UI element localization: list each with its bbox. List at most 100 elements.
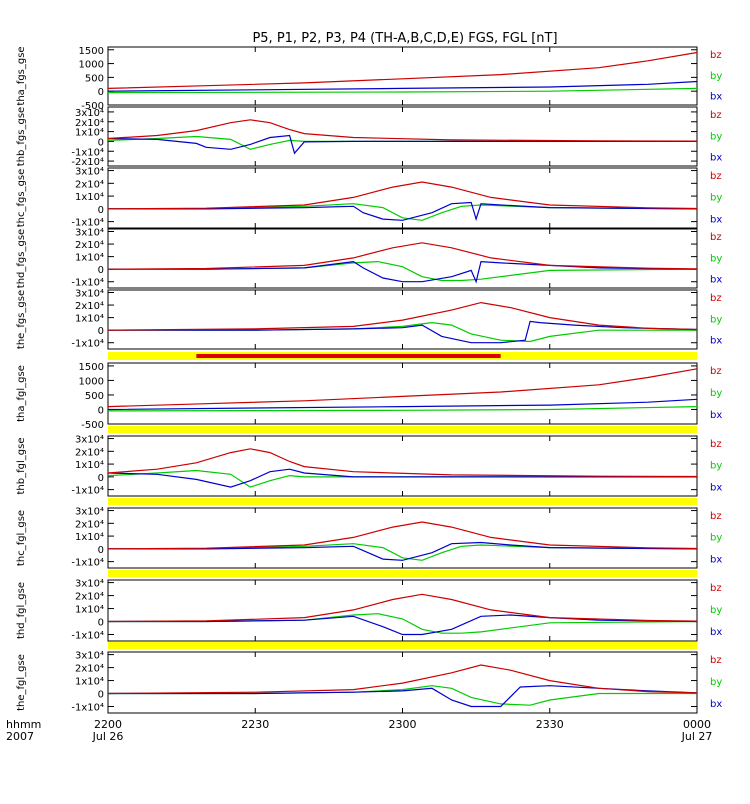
y-tick-label: 1000 (79, 376, 104, 387)
mode-bar-segment (108, 642, 697, 649)
mode-bar-segment (196, 354, 501, 358)
series-bx (108, 201, 698, 222)
x-tick-label: 2330 (536, 718, 564, 731)
legend-bz: bz (710, 171, 722, 182)
series-bz (107, 521, 698, 550)
series-by (108, 613, 698, 634)
y-tick-label: 0 (98, 690, 104, 701)
y-tick-label: 2x10⁴ (75, 301, 104, 312)
panel-frame (107, 228, 698, 289)
x-tick-label: 2200 (94, 718, 122, 731)
y-tick-label: 3x10⁴ (75, 651, 104, 662)
panel-10: -1x10⁴ 0 1x10⁴ 2x10⁴ 3x10⁴ the_fgl_gse bz by bx (16, 651, 722, 714)
series-bz (107, 593, 698, 623)
series-bx (108, 320, 698, 344)
legend-bz: bz (710, 50, 722, 61)
series-bz (107, 448, 698, 478)
legend-bx: bx (710, 153, 722, 164)
panel-frame (107, 362, 698, 425)
panel-frame (107, 507, 698, 569)
series-bz (107, 664, 698, 695)
legend-bz: bz (710, 293, 722, 304)
y-tick-label: 1x10⁴ (75, 460, 104, 471)
series-by (108, 260, 698, 282)
panel-ylabel: the_fgl_gse (16, 654, 27, 711)
y-tick-label: 0 (98, 87, 104, 98)
y-tick-label: -1x10⁴ (71, 278, 104, 289)
y-tick-label: 1500 (79, 46, 104, 57)
panel-ylabel: thb_fgl_gse (16, 438, 27, 495)
legend-bx: bx (710, 554, 722, 565)
y-tick-label: 0 (98, 473, 104, 484)
y-tick-label: 2x10⁴ (75, 240, 104, 251)
chart-title: P5, P1, P2, P3, P4 (TH-A,B,C,D,E) FGS, F… (252, 31, 557, 46)
series-bx (108, 260, 698, 284)
y-tick-label: 1500 (79, 362, 104, 373)
legend-bx: bx (710, 92, 722, 103)
panel-ylabel: thc_fgs_gse (16, 169, 27, 228)
series-bx (107, 80, 698, 92)
x-tick-sublabel: Jul 26 (92, 730, 124, 743)
y-tick-label: 500 (85, 391, 104, 402)
series-bx (108, 541, 698, 561)
series-by (107, 406, 698, 412)
legend-bz: bz (710, 583, 722, 594)
y-tick-label: 3x10⁴ (75, 167, 104, 178)
series-bz (107, 242, 698, 270)
x-tick-label: 2230 (241, 718, 269, 731)
panel-frame (107, 435, 698, 497)
series-bz (107, 51, 698, 89)
y-tick-label: 1x10⁴ (75, 314, 104, 325)
y-tick-label: 2x10⁴ (75, 519, 104, 530)
panel-ylabel: thb_fgs_gse (16, 107, 27, 166)
mode-bar-segment (108, 570, 697, 577)
panel-frame (107, 579, 698, 642)
mode-bar-3 (108, 498, 697, 505)
y-tick-label: 2x10⁴ (75, 118, 104, 129)
legend-bz: bz (710, 232, 722, 243)
panel-ylabel: tha_fgl_gse (16, 365, 27, 422)
y-tick-label: 0 (98, 405, 104, 416)
legend-by: by (710, 605, 722, 616)
series-by (108, 203, 698, 221)
legend-bx: bx (710, 410, 722, 421)
y-tick-label: 1x10⁴ (75, 253, 104, 264)
y-tick-label: -1x10⁴ (71, 486, 104, 497)
y-tick-label: -500 (81, 101, 104, 112)
y-tick-label: 1x10⁴ (75, 677, 104, 688)
panel-frame (107, 167, 698, 229)
mode-bar-segment (108, 426, 697, 433)
x-tick-label: 0000 (683, 718, 711, 731)
x-tick-sublabel: Jul 27 (681, 730, 713, 743)
legend-by: by (710, 533, 722, 544)
legend-by: by (710, 461, 722, 472)
panel-frame (107, 46, 698, 106)
y-tick-label: 3x10⁴ (75, 579, 104, 590)
series-bz (107, 301, 698, 331)
y-tick-label: 2x10⁴ (75, 447, 104, 458)
panel-1: -500 0 500 1000 1500 tha_fgs_gse bz by bx (16, 46, 722, 112)
y-tick-label: 500 (85, 73, 104, 84)
y-tick-label: -1x10⁴ (71, 558, 104, 569)
y-tick-label: 0 (98, 326, 104, 337)
legend-bz: bz (710, 511, 722, 522)
legend-by: by (710, 253, 722, 264)
legend-by: by (710, 314, 722, 325)
legend-bz: bz (710, 366, 722, 377)
y-tick-label: -500 (81, 420, 104, 431)
y-tick-label: 0 (98, 137, 104, 148)
series-bx (107, 398, 698, 411)
legend-bx: bx (710, 482, 722, 493)
y-tick-label: 3x10⁴ (75, 108, 104, 119)
legend-bx: bx (710, 275, 722, 286)
y-tick-label: 0 (98, 618, 104, 629)
panel-ylabel: the_fgs_gse (16, 290, 27, 349)
panel-ylabel: thd_fgs_gse (16, 229, 27, 288)
series-by (108, 543, 698, 561)
